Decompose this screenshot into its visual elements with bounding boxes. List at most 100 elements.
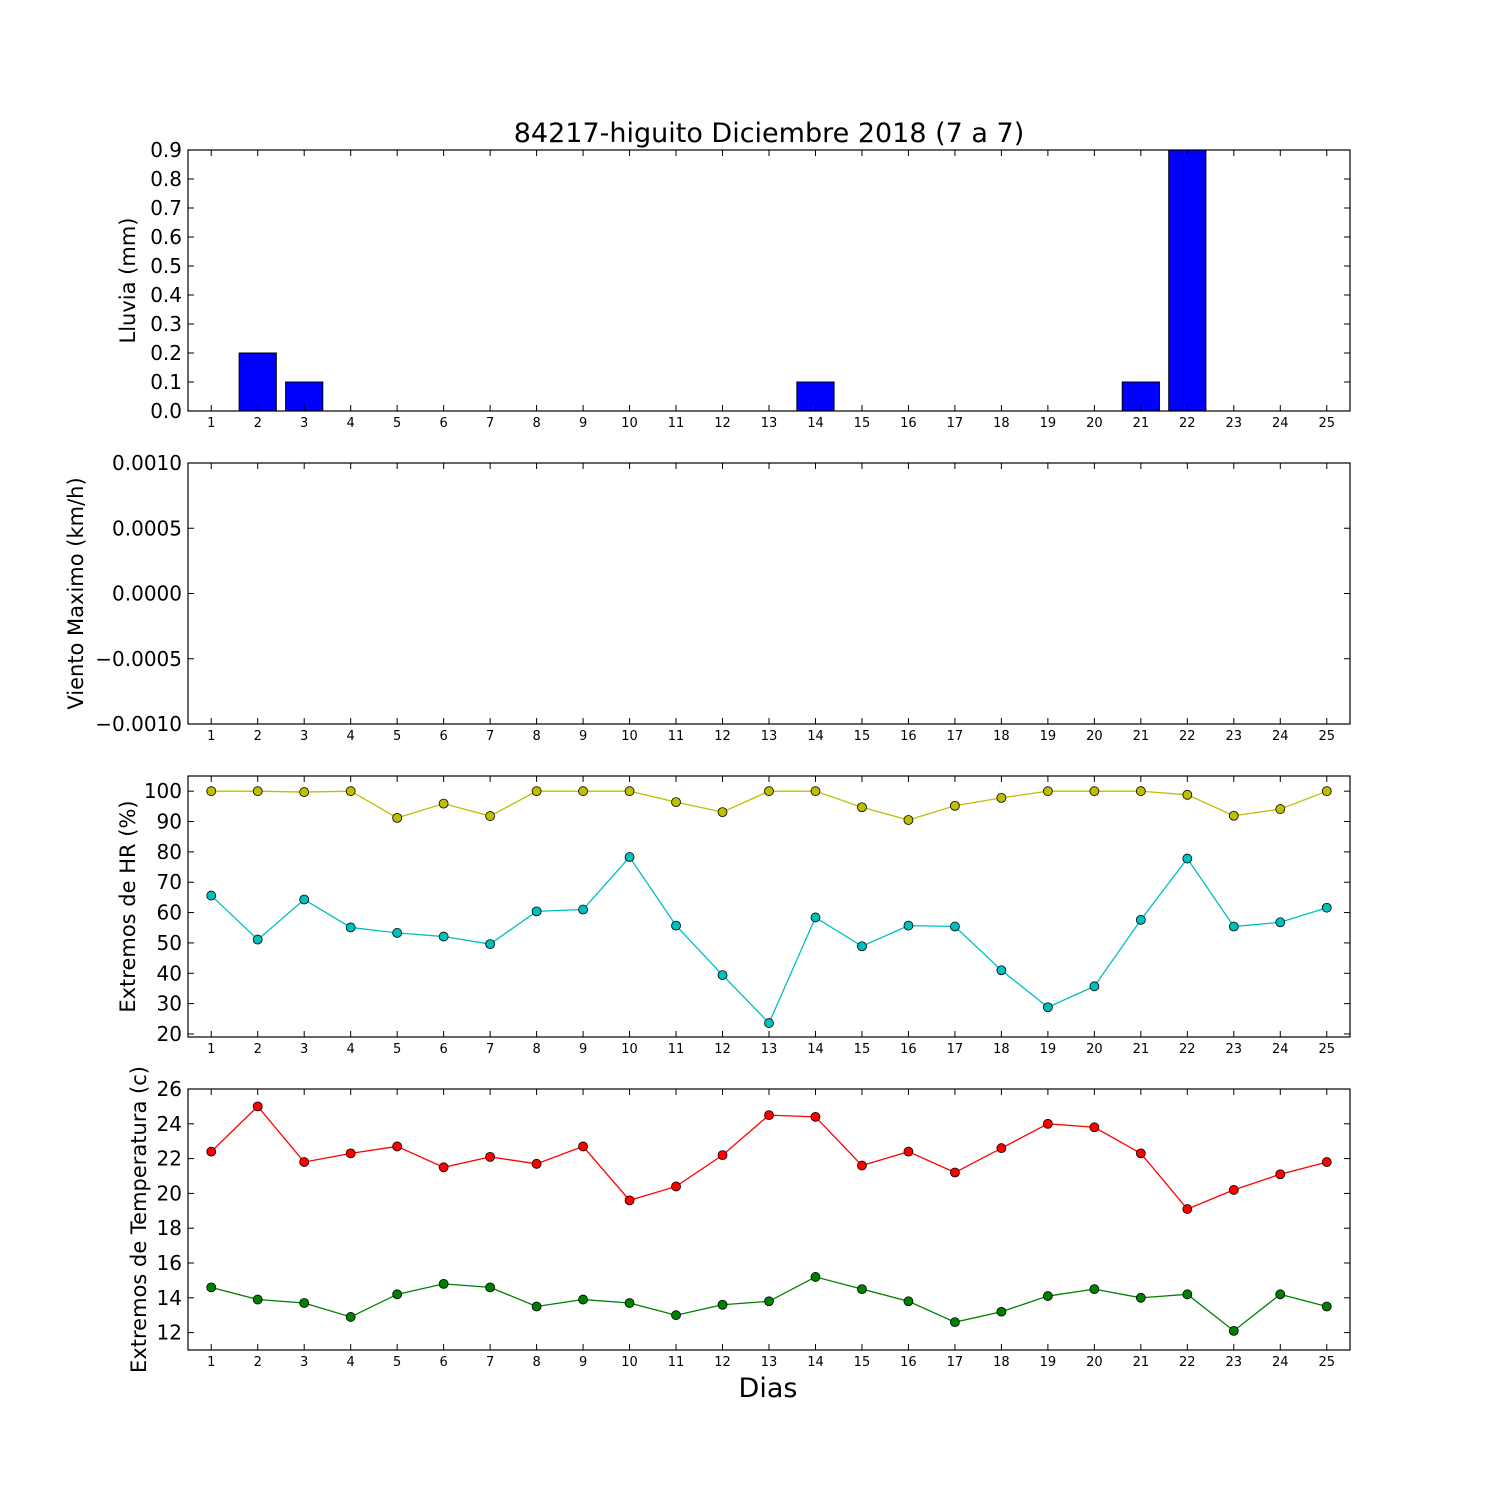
series-2-point-23 bbox=[1228, 921, 1239, 932]
x-tick-label-24: 24 bbox=[1272, 729, 1289, 744]
x-tick-label-25: 25 bbox=[1318, 1355, 1335, 1370]
series-2-point-1 bbox=[206, 890, 217, 901]
y-axis-label: Extremos de HR (%) bbox=[116, 800, 140, 1012]
series-1-point-4 bbox=[345, 786, 356, 797]
series-1-point-15 bbox=[857, 1160, 867, 1171]
series-1-point-12 bbox=[717, 807, 728, 818]
x-tick-label-2: 2 bbox=[254, 416, 262, 431]
x-tick-label-13: 13 bbox=[761, 729, 778, 744]
y-axis-label: Lluvia (mm) bbox=[116, 218, 140, 344]
x-tick-label-17: 17 bbox=[947, 1042, 964, 1057]
x-tick-label-5: 5 bbox=[393, 1355, 401, 1370]
x-tick-label-15: 15 bbox=[854, 1042, 871, 1057]
plot-frame bbox=[187, 462, 1351, 725]
x-tick-label-6: 6 bbox=[439, 1042, 447, 1057]
series-2-point-22 bbox=[1182, 853, 1193, 864]
x-tick-label-1: 1 bbox=[207, 416, 215, 431]
x-tick-label-12: 12 bbox=[714, 729, 731, 744]
x-tick-label-21: 21 bbox=[1133, 1042, 1150, 1057]
series-1-point-14 bbox=[810, 786, 821, 797]
series-line-2 bbox=[210, 855, 1327, 1025]
series-2-point-5 bbox=[392, 928, 403, 938]
series-2-point-20 bbox=[1089, 981, 1100, 992]
x-tick-label-17: 17 bbox=[947, 1355, 964, 1370]
x-tick-label-20: 20 bbox=[1086, 1355, 1103, 1370]
series-1-point-18 bbox=[996, 792, 1007, 803]
series-2-point-23 bbox=[1228, 1325, 1239, 1336]
y-tick-label-1: −0.0005 bbox=[95, 647, 182, 671]
x-tick-label-22: 22 bbox=[1179, 416, 1196, 431]
y-tick-label-1: 0.1 bbox=[150, 370, 182, 394]
x-tick-label-3: 3 bbox=[300, 416, 308, 431]
x-tick-label-16: 16 bbox=[900, 1042, 917, 1057]
series-2-point-9 bbox=[578, 904, 588, 915]
series-2-point-2 bbox=[252, 1294, 263, 1305]
x-tick-label-25: 25 bbox=[1318, 729, 1335, 744]
x-tick-label-23: 23 bbox=[1226, 416, 1243, 431]
x-tick-label-23: 23 bbox=[1226, 729, 1243, 744]
x-tick-label-11: 11 bbox=[668, 1355, 685, 1370]
x-tick-label-15: 15 bbox=[854, 1355, 871, 1370]
y-tick-label-2: 0.0000 bbox=[112, 582, 182, 606]
series-2-point-6 bbox=[438, 931, 449, 942]
y-tick-label-0: 20 bbox=[157, 1022, 182, 1046]
x-tick-label-19: 19 bbox=[1040, 729, 1057, 744]
series-2-point-3 bbox=[299, 894, 310, 905]
x-tick-label-22: 22 bbox=[1179, 1355, 1196, 1370]
series-1-point-16 bbox=[903, 815, 914, 825]
x-tick-label-22: 22 bbox=[1179, 729, 1196, 744]
y-tick-label-3: 0.3 bbox=[150, 312, 182, 336]
x-tick-label-13: 13 bbox=[761, 1042, 778, 1057]
x-tick-label-14: 14 bbox=[807, 1355, 824, 1370]
series-1-point-13 bbox=[764, 1110, 774, 1120]
x-tick-label-8: 8 bbox=[532, 729, 540, 744]
x-tick-label-21: 21 bbox=[1133, 416, 1150, 431]
x-tick-label-4: 4 bbox=[347, 1355, 355, 1370]
series-1-point-2 bbox=[252, 1101, 263, 1112]
series-2-point-1 bbox=[206, 1282, 217, 1293]
x-tick-label-15: 15 bbox=[854, 729, 871, 744]
x-tick-label-24: 24 bbox=[1272, 1042, 1289, 1057]
series-1-point-20 bbox=[1089, 786, 1100, 797]
x-tick-label-23: 23 bbox=[1226, 1042, 1243, 1057]
y-tick-label-8: 100 bbox=[144, 779, 182, 803]
y-axis-label: Extremos de Temperatura (c) bbox=[127, 1066, 151, 1373]
y-tick-label-0: 12 bbox=[157, 1321, 182, 1345]
series-2-point-7 bbox=[485, 1282, 496, 1293]
x-tick-label-17: 17 bbox=[947, 416, 964, 431]
series-2-point-24 bbox=[1275, 1289, 1286, 1300]
x-tick-label-20: 20 bbox=[1086, 729, 1103, 744]
x-tick-label-17: 17 bbox=[947, 729, 964, 744]
x-tick-label-1: 1 bbox=[207, 729, 215, 744]
series-2-point-12 bbox=[717, 1299, 728, 1310]
x-tick-label-2: 2 bbox=[254, 1355, 262, 1370]
y-tick-label-5: 0.5 bbox=[150, 254, 182, 278]
series-1-point-8 bbox=[531, 786, 542, 797]
y-tick-label-3: 0.0005 bbox=[112, 516, 182, 540]
series-2-point-5 bbox=[392, 1289, 403, 1300]
y-tick-label-3: 18 bbox=[157, 1216, 182, 1240]
x-tick-label-1: 1 bbox=[207, 1355, 215, 1370]
x-tick-label-6: 6 bbox=[439, 729, 447, 744]
series-1-point-25 bbox=[1321, 1157, 1332, 1167]
x-tick-label-5: 5 bbox=[393, 416, 401, 431]
x-tick-label-7: 7 bbox=[486, 1355, 494, 1370]
series-1-point-17 bbox=[950, 800, 960, 811]
x-tick-label-2: 2 bbox=[254, 1042, 262, 1057]
x-tick-label-10: 10 bbox=[621, 416, 638, 431]
series-1-point-12 bbox=[717, 1150, 728, 1161]
series-1-point-21 bbox=[1135, 1148, 1146, 1159]
series-2-point-7 bbox=[485, 939, 496, 950]
series-2-point-8 bbox=[531, 906, 542, 917]
series-1-point-5 bbox=[392, 812, 403, 823]
series-2-point-24 bbox=[1275, 917, 1286, 928]
x-tick-label-15: 15 bbox=[854, 416, 871, 431]
series-1-point-19 bbox=[1042, 786, 1053, 797]
x-tick-label-18: 18 bbox=[993, 416, 1010, 431]
series-1-point-25 bbox=[1321, 786, 1332, 797]
series-2-point-12 bbox=[717, 970, 728, 980]
series-1-point-23 bbox=[1228, 1185, 1239, 1195]
y-tick-label-7: 0.7 bbox=[150, 196, 182, 220]
x-tick-label-8: 8 bbox=[532, 1355, 540, 1370]
series-1-point-13 bbox=[764, 786, 774, 797]
